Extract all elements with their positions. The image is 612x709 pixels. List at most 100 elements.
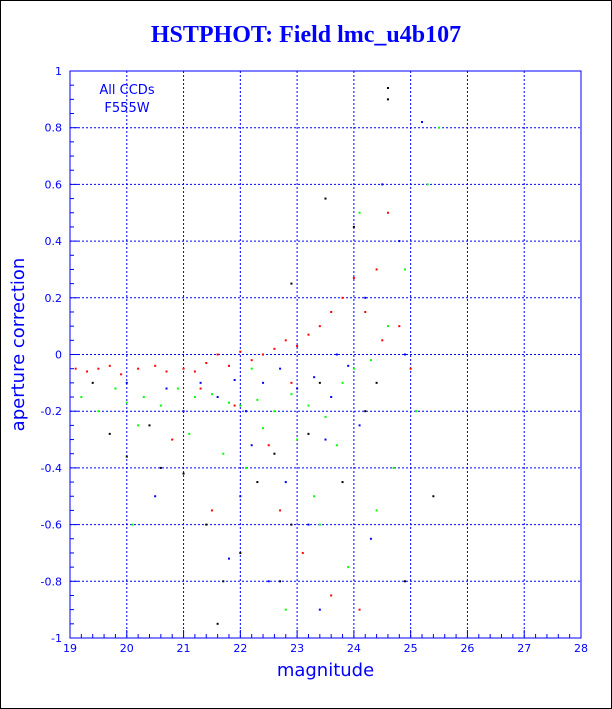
data-point-red [210, 509, 213, 512]
data-point-green [375, 509, 378, 512]
x-tick-label: 24 [347, 642, 361, 655]
data-point-red [199, 387, 202, 390]
data-point-black [290, 282, 293, 285]
data-point-green [347, 566, 350, 569]
data-point-green [426, 183, 429, 186]
data-point-red [182, 367, 185, 370]
data-point-red [375, 268, 378, 271]
x-tick-label: 21 [177, 642, 191, 655]
data-point-red [86, 370, 89, 373]
y-tick-label: -0.8 [41, 575, 62, 588]
data-point-black [216, 622, 219, 625]
data-point-green [159, 404, 162, 407]
data-point-red [262, 353, 265, 356]
data-point-black [273, 452, 276, 455]
x-axis-label: magnitude [277, 660, 374, 681]
y-tick-label: -0.4 [41, 462, 62, 475]
data-point-red [205, 362, 208, 365]
data-point-blue [369, 537, 372, 540]
data-point-black [324, 197, 327, 200]
data-point-green [256, 398, 259, 401]
data-point-red [307, 333, 310, 336]
data-point-red [358, 608, 361, 611]
data-point-blue [279, 367, 282, 370]
data-point-red [171, 438, 174, 441]
data-point-red [398, 325, 401, 328]
y-tick-label: 0 [55, 349, 62, 362]
data-point-green [188, 432, 191, 435]
data-point-green [313, 495, 316, 498]
data-point-green [227, 401, 230, 404]
y-tick-label: 0.2 [45, 292, 63, 305]
data-point-green [239, 404, 242, 407]
data-point-green [335, 444, 338, 447]
data-point-green [438, 126, 441, 129]
data-point-red [284, 339, 287, 342]
data-point-red [301, 551, 304, 554]
data-point-green [114, 387, 117, 390]
data-point-blue [307, 523, 310, 526]
data-point-blue [182, 410, 185, 413]
data-point-red [216, 353, 219, 356]
data-point-black [108, 432, 111, 435]
y-tick-label: 0.4 [45, 235, 63, 248]
x-tick-labels: 19 20 21 22 23 24 25 26 27 28 [63, 642, 588, 655]
x-tick-label: 20 [120, 642, 134, 655]
data-point-blue [227, 557, 230, 560]
data-point-red [233, 404, 236, 407]
data-point-blue [330, 396, 333, 399]
data-point-blue [398, 240, 401, 243]
data-point-blue [165, 387, 168, 390]
data-point-red [108, 364, 111, 367]
data-point-blue [421, 121, 424, 124]
x-tick-label: 28 [574, 642, 588, 655]
data-point-green [245, 466, 248, 469]
data-point-red [279, 509, 282, 512]
data-point-red [165, 370, 168, 373]
data-point-red [364, 310, 367, 313]
y-tick-label: -0.6 [41, 519, 62, 532]
data-point-green [222, 452, 225, 455]
data-point-red [154, 364, 157, 367]
data-points [74, 87, 441, 625]
data-point-green [296, 438, 299, 441]
data-point-black [290, 523, 293, 526]
data-point-green [193, 396, 196, 399]
data-point-green [210, 393, 213, 396]
data-point-green [273, 410, 276, 413]
data-point-green [386, 325, 389, 328]
data-point-black [307, 432, 310, 435]
y-tick-label: 0.8 [45, 122, 63, 135]
data-point-green [142, 396, 145, 399]
y-tick-label: 0.6 [45, 178, 63, 191]
x-tick-label: 27 [517, 642, 531, 655]
data-point-black [432, 495, 435, 498]
data-point-green [176, 387, 179, 390]
data-point-red [381, 339, 384, 342]
y-tick-label: 1 [55, 65, 62, 78]
data-point-black [386, 98, 389, 101]
data-point-blue [347, 364, 350, 367]
data-point-blue [335, 353, 338, 356]
data-point-black [148, 424, 151, 427]
data-point-blue [267, 580, 270, 583]
data-point-green [137, 424, 140, 427]
data-point-green [80, 396, 83, 399]
data-point-red [227, 364, 230, 367]
data-point-green [131, 523, 134, 526]
data-point-green [290, 393, 293, 396]
data-point-green [352, 367, 355, 370]
data-point-red [341, 296, 344, 299]
data-point-green [250, 367, 253, 370]
data-point-green [262, 427, 265, 430]
y-axis-label: aperture correction [8, 258, 29, 432]
data-point-red [352, 276, 355, 279]
data-point-black [182, 472, 185, 475]
data-point-blue [125, 381, 128, 384]
data-point-red [120, 373, 123, 376]
data-point-black [386, 87, 389, 90]
data-point-black [318, 381, 321, 384]
data-point-red [193, 370, 196, 373]
data-point-green [392, 466, 395, 469]
